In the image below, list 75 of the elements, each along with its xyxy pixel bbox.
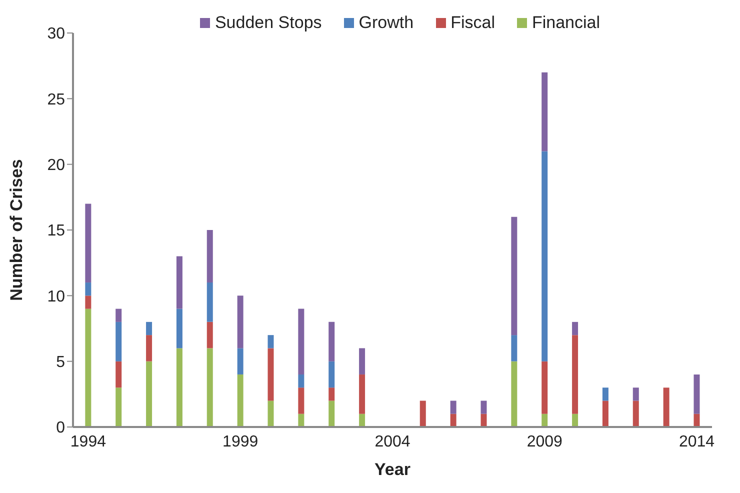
bar (542, 72, 548, 152)
bar (359, 348, 366, 374)
bar (298, 388, 304, 414)
bar (511, 216, 518, 336)
bar (298, 414, 304, 427)
bar (85, 282, 92, 296)
bar (328, 361, 335, 388)
bar (359, 374, 366, 414)
bar (237, 374, 244, 427)
x-tick-label: 2009 (526, 433, 563, 450)
bar (542, 361, 548, 414)
bar (268, 335, 274, 348)
y-axis-title: Number of Crises (7, 159, 26, 301)
x-tick-label: 1994 (70, 433, 106, 450)
bar (480, 400, 487, 414)
bar (572, 322, 578, 336)
bar (450, 414, 456, 427)
bar (542, 151, 548, 362)
bar (298, 308, 304, 374)
bar (146, 335, 152, 362)
bar (206, 282, 213, 322)
bar (572, 414, 578, 427)
x-tick-label: 2014 (678, 433, 715, 450)
bar (85, 296, 92, 309)
y-tick-label: 20 (47, 157, 66, 174)
y-tick-label: 0 (56, 420, 66, 437)
bar (298, 374, 304, 388)
y-tick-label: 10 (47, 288, 66, 306)
bar (206, 322, 213, 348)
bar (176, 256, 182, 309)
x-axis-title: Year (374, 460, 411, 479)
bar (176, 308, 182, 348)
bar (694, 414, 700, 427)
bar (632, 400, 639, 427)
bar (85, 204, 92, 283)
bar (176, 348, 182, 427)
legend-label: Growth (358, 13, 414, 33)
y-tick-label: 30 (47, 26, 66, 43)
bar (328, 322, 335, 362)
x-tick-label: 1999 (222, 433, 258, 450)
bar (146, 361, 152, 427)
bar (116, 388, 122, 427)
bar (206, 348, 213, 427)
bar (328, 388, 335, 401)
y-tick-label: 5 (56, 354, 66, 372)
bar (542, 414, 548, 427)
legend-label: Financial (530, 13, 600, 33)
bar (359, 414, 366, 427)
bar (116, 308, 122, 322)
bar (602, 388, 608, 401)
bar (511, 361, 518, 427)
bar (116, 322, 122, 362)
bar (328, 400, 335, 427)
legend-label: Sudden Stops (214, 13, 322, 33)
bar (572, 335, 578, 414)
y-tick-label: 25 (47, 91, 66, 108)
bar (602, 400, 608, 427)
bar (694, 374, 700, 414)
legend-label: Fiscal (450, 13, 495, 33)
bar (206, 230, 213, 283)
y-tick-label: 15 (47, 222, 66, 240)
bar (420, 400, 426, 427)
bar (237, 296, 244, 348)
bar (146, 322, 152, 336)
bar (480, 414, 487, 427)
bar (450, 400, 456, 414)
bar (85, 308, 92, 427)
bar (268, 348, 274, 401)
bar (663, 388, 670, 427)
bar (511, 335, 518, 362)
x-tick-label: 2004 (374, 433, 410, 450)
bar (116, 361, 122, 388)
bar (632, 388, 639, 401)
bar (268, 400, 274, 427)
bar (237, 348, 244, 374)
